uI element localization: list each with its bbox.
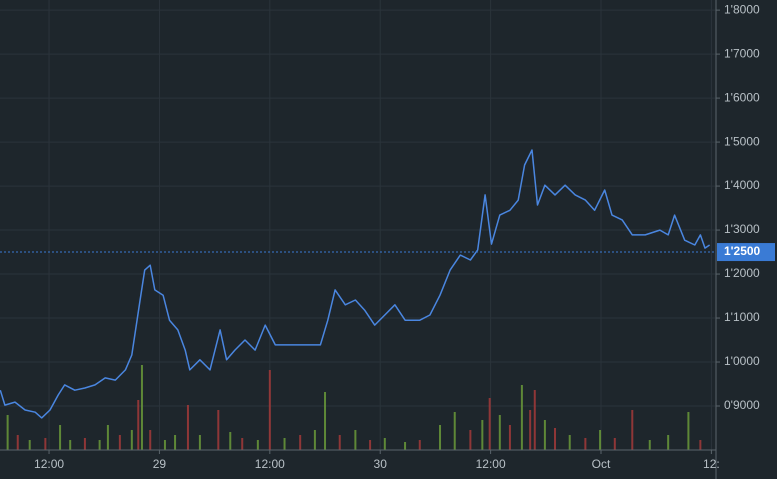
volume-bar (98, 440, 101, 450)
volume-bar (481, 420, 484, 450)
y-tick-label: 1'1000 (724, 310, 760, 324)
volume-bar (299, 435, 302, 450)
volume-bar (69, 440, 72, 450)
volume-bar (229, 432, 232, 450)
volume-bar (59, 425, 62, 450)
volume-bar (469, 430, 472, 450)
volume (6, 365, 702, 450)
volume-bar (508, 425, 511, 450)
x-tick-label: 12: (703, 457, 720, 471)
x-tick-label: 12:00 (255, 457, 285, 471)
volume-bar (584, 438, 587, 450)
price (0, 149, 716, 419)
volume-bar (543, 420, 546, 450)
volume-bar (268, 370, 271, 450)
volume-bar (488, 398, 491, 450)
volume-bar (533, 390, 536, 450)
volume-bar (186, 405, 189, 450)
y-tick-label: 1'6000 (724, 90, 760, 104)
volume-bar (137, 400, 140, 450)
volume-bar (256, 440, 259, 450)
labels: 0'9000 1'0000 1'1000 1'2000 1'3000 1'4000 1'50… (34, 2, 775, 471)
volume-bar (28, 440, 31, 450)
x-tick-label: 30 (374, 457, 388, 471)
volume-bar (418, 440, 421, 450)
volume-bar (453, 412, 456, 450)
volume-bar (404, 442, 407, 450)
volume-bar (313, 430, 316, 450)
y-tick-label: 1'2000 (724, 266, 760, 280)
volume-bar (631, 410, 634, 450)
volume-bar (383, 438, 386, 450)
last-price-box (717, 243, 775, 262)
volume-bar (174, 435, 177, 450)
volume-bar (520, 385, 523, 450)
volume-bar (648, 440, 651, 450)
y-tick-label: 1'8000 (724, 2, 760, 16)
y-tick-label: 1'5000 (724, 134, 760, 148)
last-price-label: 1'2500 (724, 244, 761, 258)
y-tick-label: 1'3000 (724, 222, 760, 236)
volume-bar (687, 412, 690, 450)
y-tick-label: 1'4000 (724, 178, 760, 192)
volume-bar (699, 440, 702, 450)
volume-bar (324, 392, 327, 450)
volume-bar (16, 435, 19, 450)
volume-bar (83, 438, 86, 450)
volume-bar (241, 438, 244, 450)
volume-bar (498, 415, 501, 450)
volume-bar (369, 440, 372, 450)
volume-bar (106, 425, 109, 450)
volume-bar (529, 410, 532, 450)
volume-bar (130, 430, 133, 450)
volume-bar (613, 438, 616, 450)
volume-bar (338, 435, 341, 450)
x-tick-label: 29 (153, 457, 167, 471)
volume-bar (149, 430, 152, 450)
x-tick-label: Oct (592, 457, 611, 471)
volume-bar (599, 430, 602, 450)
volume-bar (283, 438, 286, 450)
x-tick-label: 12:00 (34, 457, 64, 471)
y-tick-label: 0'9000 (724, 398, 760, 412)
volume-bar (44, 438, 47, 450)
y-tick-label: 1'0000 (724, 354, 760, 368)
volume-bar (568, 435, 571, 450)
price-line (0, 149, 711, 419)
y-tick-label: 1'7000 (724, 46, 760, 60)
volume-bar (6, 415, 9, 450)
x-tick-label: 12:00 (476, 457, 506, 471)
volume-bar (140, 365, 143, 450)
volume-bar (439, 425, 442, 450)
volume-bar (163, 440, 166, 450)
volume-bar (667, 435, 670, 450)
volume-bar (118, 435, 121, 450)
volume-bar (217, 410, 220, 450)
volume-bar (354, 430, 357, 450)
volume-bar (198, 435, 201, 450)
volume-bar (554, 428, 557, 450)
